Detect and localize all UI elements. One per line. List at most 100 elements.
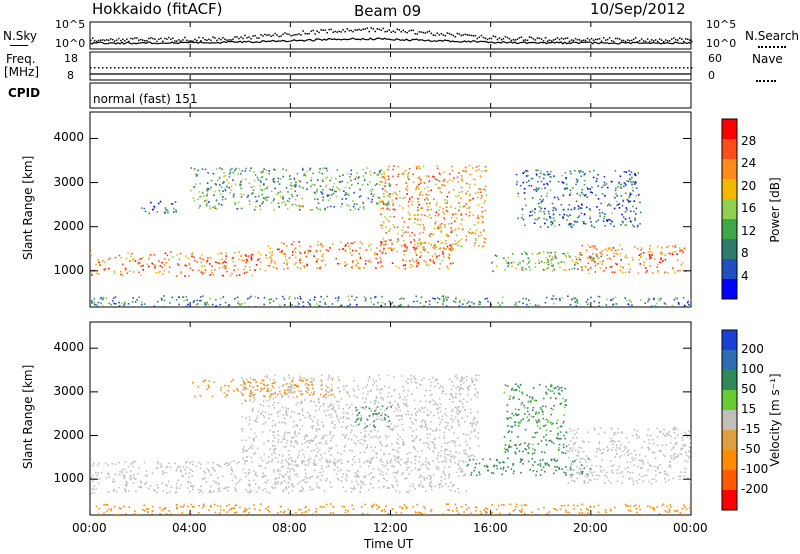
heatmap-cell [299,393,302,396]
heatmap-cell [651,254,653,256]
heatmap-cell [637,465,639,468]
heatmap-cell [428,303,431,306]
nave-dot [326,67,328,69]
heatmap-cell [443,412,446,415]
nave-dot [438,67,441,69]
heatmap-cell [631,224,634,226]
heatmap-cell [410,374,412,377]
heatmap-cell [502,466,505,469]
heatmap-cell [246,259,248,261]
heatmap-cell [240,187,242,190]
heatmap-cell [672,454,675,457]
heatmap-cell [665,435,667,437]
heatmap-cell [454,243,457,245]
heatmap-cell [599,465,601,467]
heatmap-cell [347,392,349,395]
nave-dot [683,67,685,69]
noise-search-dot [396,28,398,30]
heatmap-cell [108,257,111,260]
heatmap-cell [365,398,367,400]
heatmap-cell [364,426,367,429]
heatmap-cell [405,404,407,406]
heatmap-cell [439,206,441,208]
heatmap-cell [339,304,342,307]
heatmap-cell [407,172,410,174]
heatmap-cell [546,192,549,195]
heatmap-cell [523,251,526,253]
heatmap-cell [358,422,361,425]
noise-search-dot [140,38,142,41]
heatmap-cell [414,467,417,469]
heatmap-cell [457,488,459,490]
heatmap-cell [236,296,239,299]
heatmap-cell [293,425,295,428]
heatmap-cell [299,402,302,405]
heatmap-cell [398,406,400,408]
heatmap-cell [406,405,409,407]
noise-search-dot [372,28,374,30]
heatmap-cell [348,395,351,397]
heatmap-cell [249,377,252,379]
heatmap-cell [345,391,348,393]
heatmap-cell [455,217,458,219]
heatmap-cell [241,302,243,305]
heatmap-cell [303,377,306,379]
heatmap-cell [652,442,655,445]
noise-search-dot [134,37,136,39]
heatmap-cell [629,194,631,196]
heatmap-cell [526,303,528,306]
heatmap-cell [478,217,480,219]
heatmap-cell [583,441,585,443]
noise-search-dot [526,39,529,42]
heatmap-cell [656,466,659,469]
heatmap-cell [526,170,529,172]
heatmap-cell [358,176,360,178]
heatmap-cell [253,470,255,472]
heatmap-cell [291,468,294,470]
noise-search-dot [494,36,497,38]
noise-search-dot [180,40,182,42]
heatmap-cell [494,254,497,257]
heatmap-cell [529,214,531,217]
heatmap-cell [373,303,375,306]
heatmap-cell [467,231,470,233]
heatmap-cell [590,296,592,299]
heatmap-cell [262,414,265,417]
heatmap-cell [182,466,185,469]
nave-dot [582,67,585,69]
heatmap-cell [576,192,579,195]
heatmap-cell [318,449,321,451]
heatmap-cell [313,298,316,301]
heatmap-cell [127,252,129,254]
heatmap-cell [349,449,351,451]
heatmap-cell [419,178,422,181]
heatmap-cell [407,389,410,392]
heatmap-cell [265,481,268,484]
heatmap-cell [558,297,561,300]
nave-dot [182,67,184,69]
noise-search-dot [104,39,106,42]
heatmap-cell [449,244,451,246]
heatmap-cell [295,181,297,184]
noise-search-dot [654,39,657,41]
heatmap-cell [206,259,209,262]
heatmap-cell [100,302,102,305]
heatmap-cell [625,192,627,195]
heatmap-cell [429,478,431,481]
noise-search-dot [456,32,459,35]
heatmap-cell [379,201,381,203]
heatmap-cell [310,439,312,441]
heatmap-cell [206,188,209,190]
heatmap-cell [401,375,403,377]
heatmap-cell [287,393,289,395]
heatmap-cell [537,202,540,205]
heatmap-cell [579,457,582,460]
heatmap-cell [459,400,461,402]
heatmap-cell [318,305,321,307]
heatmap-cell [402,443,404,445]
heatmap-cell [217,253,220,255]
heatmap-cell [632,205,634,208]
heatmap-cell [276,193,279,196]
noise-search-dot [486,38,489,41]
heatmap-cell [415,260,418,262]
